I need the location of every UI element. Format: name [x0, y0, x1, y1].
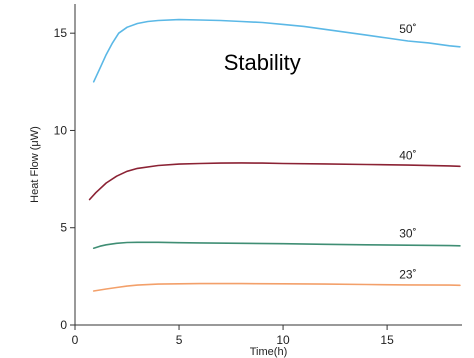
- x-tick-label: 10: [276, 333, 290, 347]
- series-line: [92, 241, 461, 249]
- x-tick-label: 0: [72, 333, 79, 347]
- y-tick-label: 5: [60, 221, 67, 235]
- series-labels: 50˚ 40˚ 30˚ 23˚: [399, 22, 416, 281]
- series-label: 30˚: [399, 226, 416, 240]
- series-label: 50˚: [399, 22, 416, 36]
- x-tick-label: 15: [380, 333, 394, 347]
- stability-annotation: Stability: [224, 50, 301, 75]
- series-line: [88, 162, 461, 201]
- y-tick-label: 15: [54, 26, 68, 40]
- x-tick-label: 5: [176, 333, 183, 347]
- plot-area: 0 5 10 15 0 5 10 15 50˚ 40˚ 30˚ 23˚: [54, 4, 462, 347]
- series-line: [92, 282, 461, 292]
- series-layer: [88, 18, 461, 292]
- x-axis-title: Time(h): [250, 346, 287, 358]
- y-axis-title: Heat Flow (μW): [29, 126, 41, 203]
- series-label: 40˚: [399, 149, 416, 163]
- y-tick-label: 0: [60, 318, 67, 332]
- series-line: [92, 18, 461, 83]
- y-tick-label: 10: [54, 123, 68, 137]
- series-label: 23˚: [399, 267, 416, 281]
- axis-ticks: 0 5 10 15 0 5 10 15: [54, 26, 394, 347]
